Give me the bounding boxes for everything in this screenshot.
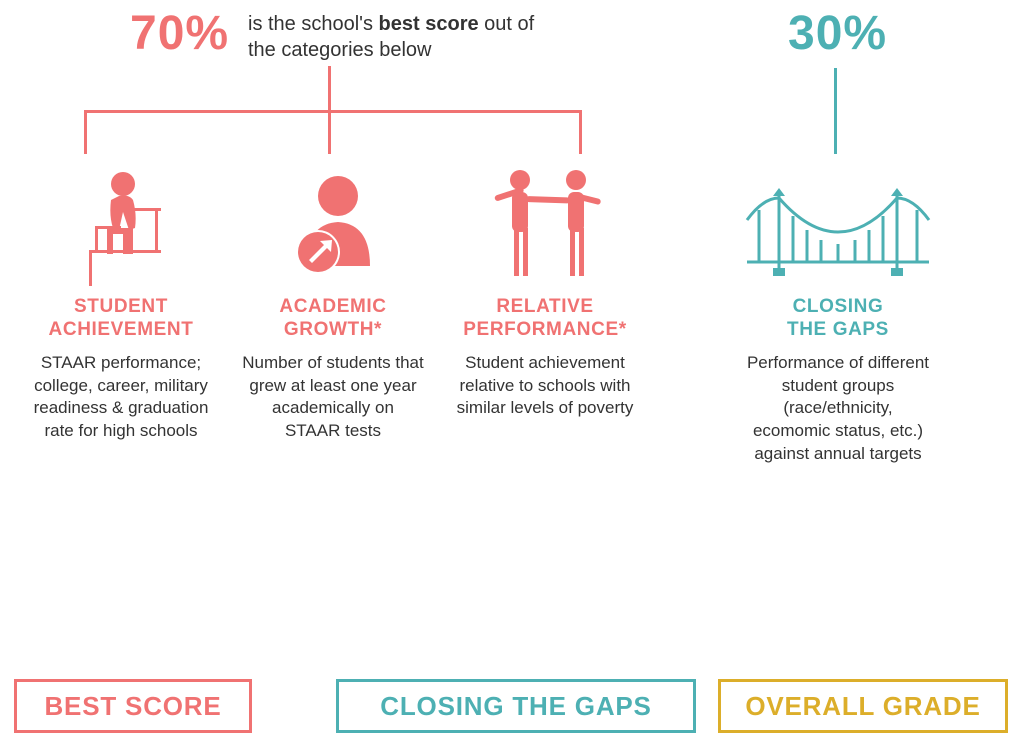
best-score-percent: 70% <box>130 6 229 61</box>
bridge-icon <box>740 156 936 286</box>
best-score-box: BEST SCORE <box>14 679 252 733</box>
person-arrow-icon <box>236 156 430 286</box>
closing-gaps-box: CLOSING THE GAPS <box>336 679 696 733</box>
closing-gaps-col: CLOSINGTHE GAPS Performance of different… <box>740 156 936 466</box>
academic-growth-title: ACADEMICGROWTH* <box>236 296 430 342</box>
closing-gaps-percent: 30% <box>788 6 887 61</box>
two-people-icon <box>448 156 642 286</box>
bracket-connector <box>84 88 584 154</box>
thirty-percent-line <box>834 68 837 154</box>
student-desk-icon <box>14 156 228 286</box>
closing-gaps-desc: Performance of different student groups … <box>740 352 936 467</box>
desc-bold: best score <box>379 13 479 35</box>
closing-gaps-title: CLOSINGTHE GAPS <box>740 296 936 342</box>
student-achievement-col: STUDENTACHIEVEMENT STAAR performance; co… <box>14 156 228 443</box>
relative-performance-desc: Student achievement relative to schools … <box>448 352 642 421</box>
desc-pre: is the school's <box>248 13 379 35</box>
academic-growth-col: ACADEMICGROWTH* Number of students that … <box>236 156 430 443</box>
relative-performance-col: RELATIVEPERFORMANCE* Student achievement… <box>448 156 642 420</box>
overall-grade-box: OVERALL GRADE <box>718 679 1008 733</box>
best-score-description: is the school's best score out of the ca… <box>248 12 548 63</box>
relative-performance-title: RELATIVEPERFORMANCE* <box>448 296 642 342</box>
academic-growth-desc: Number of students that grew at least on… <box>236 352 430 444</box>
student-achievement-desc: STAAR performance; college, career, mili… <box>14 352 228 444</box>
student-achievement-title: STUDENTACHIEVEMENT <box>14 296 228 342</box>
